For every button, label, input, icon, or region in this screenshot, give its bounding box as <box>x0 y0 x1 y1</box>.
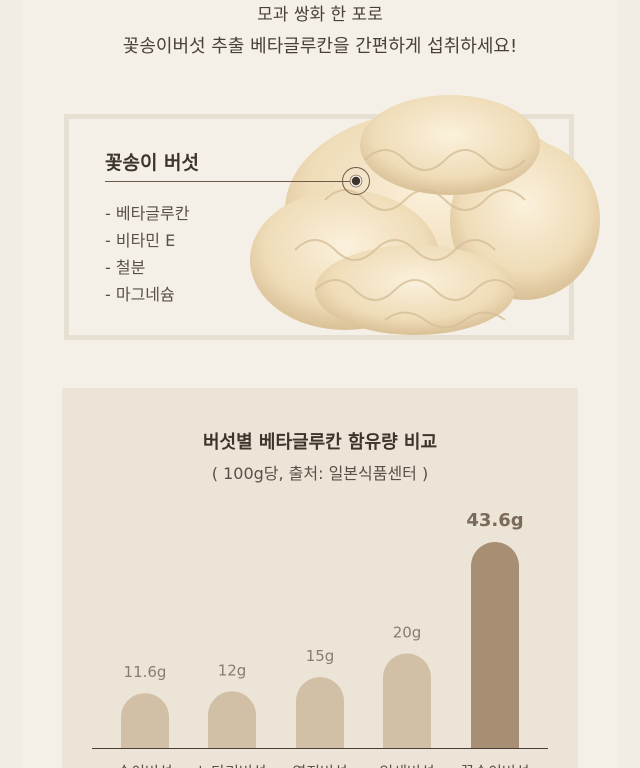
chart-title: 버섯별 베타글루칸 함유량 비교 <box>202 432 438 453</box>
bar <box>121 693 169 748</box>
chart-subtitle: ( 100g당, 출처: 일본식품센터 ) <box>211 464 429 483</box>
category-label: 꽃송이버섯 <box>460 763 529 768</box>
pointer-line <box>105 181 355 182</box>
bar <box>383 653 431 748</box>
category-label: 영지버섯 <box>292 763 347 768</box>
target-marker-icon <box>342 167 370 195</box>
data-label: 12g <box>218 661 247 679</box>
nutrient-list: - 베타글루칸 - 비타민 E - 철분 - 마그네슘 <box>105 200 189 308</box>
ingredient-name: 꽃송이 버섯 <box>105 152 200 174</box>
data-label: 11.6g <box>124 663 167 681</box>
data-label: 20g <box>393 624 422 642</box>
mushroom-image <box>250 95 600 335</box>
intro-line-1: 모과 쌍화 한 포로 <box>257 5 383 25</box>
nutrient-item: - 비타민 E <box>105 231 176 250</box>
category-label: 송이버섯 <box>117 763 172 768</box>
data-label: 43.6g <box>466 510 523 531</box>
bar <box>296 677 344 748</box>
category-label: 잎새버섯 <box>379 763 434 768</box>
bar <box>208 691 256 748</box>
data-label: 15g <box>306 647 335 665</box>
nutrient-item: - 베타글루칸 <box>105 204 190 223</box>
nutrient-item: - 철분 <box>105 258 146 277</box>
category-label: 느타리버섯 <box>197 763 266 768</box>
intro-line-2: 꽃송이버섯 추출 베타글루칸을 간편하게 섭취하세요! <box>122 36 518 57</box>
nutrient-item: - 마그네슘 <box>105 285 175 304</box>
bar <box>471 542 519 748</box>
